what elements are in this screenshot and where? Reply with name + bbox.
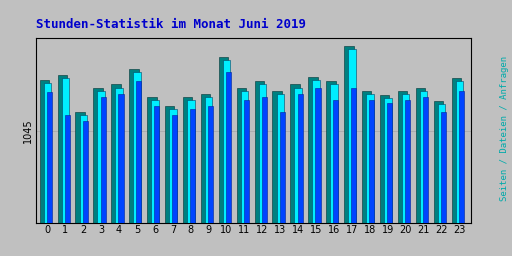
Bar [351, 88, 356, 223]
Bar [165, 106, 175, 223]
Bar [115, 88, 123, 223]
Bar [205, 97, 212, 223]
Bar [151, 100, 159, 223]
Bar [259, 84, 266, 223]
Bar [441, 112, 446, 223]
Bar [387, 103, 392, 223]
Bar [44, 83, 51, 223]
Bar [129, 69, 139, 223]
Bar [136, 81, 141, 223]
Bar [312, 80, 320, 223]
Bar [75, 112, 85, 223]
Bar [82, 121, 88, 223]
Bar [402, 94, 410, 223]
Bar [459, 91, 464, 223]
Bar [344, 46, 353, 223]
Bar [272, 91, 282, 223]
Bar [57, 75, 67, 223]
Bar [93, 88, 103, 223]
Bar [65, 115, 70, 223]
Bar [183, 97, 193, 223]
Bar [169, 109, 177, 223]
Bar [420, 91, 428, 223]
Bar [147, 97, 157, 223]
Bar [348, 49, 356, 223]
Bar [315, 88, 321, 223]
Bar [405, 100, 410, 223]
Bar [438, 104, 445, 223]
Bar [380, 95, 389, 223]
Bar [118, 94, 123, 223]
Bar [254, 81, 264, 223]
Bar [172, 115, 177, 223]
Text: Seiten / Dateien / Anfragen: Seiten / Dateien / Anfragen [500, 56, 509, 200]
Bar [208, 106, 213, 223]
Bar [280, 112, 285, 223]
Bar [333, 100, 338, 223]
Bar [384, 98, 392, 223]
Bar [456, 81, 463, 223]
Bar [276, 94, 284, 223]
Text: Stunden-Statistik im Monat Juni 2019: Stunden-Statistik im Monat Juni 2019 [36, 18, 306, 31]
Bar [79, 115, 87, 223]
Bar [241, 91, 248, 223]
Bar [330, 84, 338, 223]
Bar [190, 109, 195, 223]
Bar [226, 72, 231, 223]
Bar [326, 81, 335, 223]
Bar [111, 84, 121, 223]
Bar [97, 91, 105, 223]
Bar [297, 94, 303, 223]
Bar [366, 94, 374, 223]
Bar [244, 100, 249, 223]
Bar [262, 97, 267, 223]
Bar [434, 101, 443, 223]
Bar [294, 88, 302, 223]
Bar [398, 91, 407, 223]
Bar [133, 72, 141, 223]
Bar [290, 84, 300, 223]
Bar [362, 91, 371, 223]
Bar [223, 60, 230, 223]
Bar [237, 88, 246, 223]
Bar [452, 78, 461, 223]
Bar [369, 100, 374, 223]
Bar [187, 100, 195, 223]
Bar [219, 57, 228, 223]
Bar [308, 77, 317, 223]
Bar [201, 94, 210, 223]
Bar [47, 92, 52, 223]
Bar [154, 106, 159, 223]
Bar [100, 97, 105, 223]
Bar [423, 97, 428, 223]
Bar [39, 80, 49, 223]
Bar [61, 78, 69, 223]
Bar [416, 88, 425, 223]
